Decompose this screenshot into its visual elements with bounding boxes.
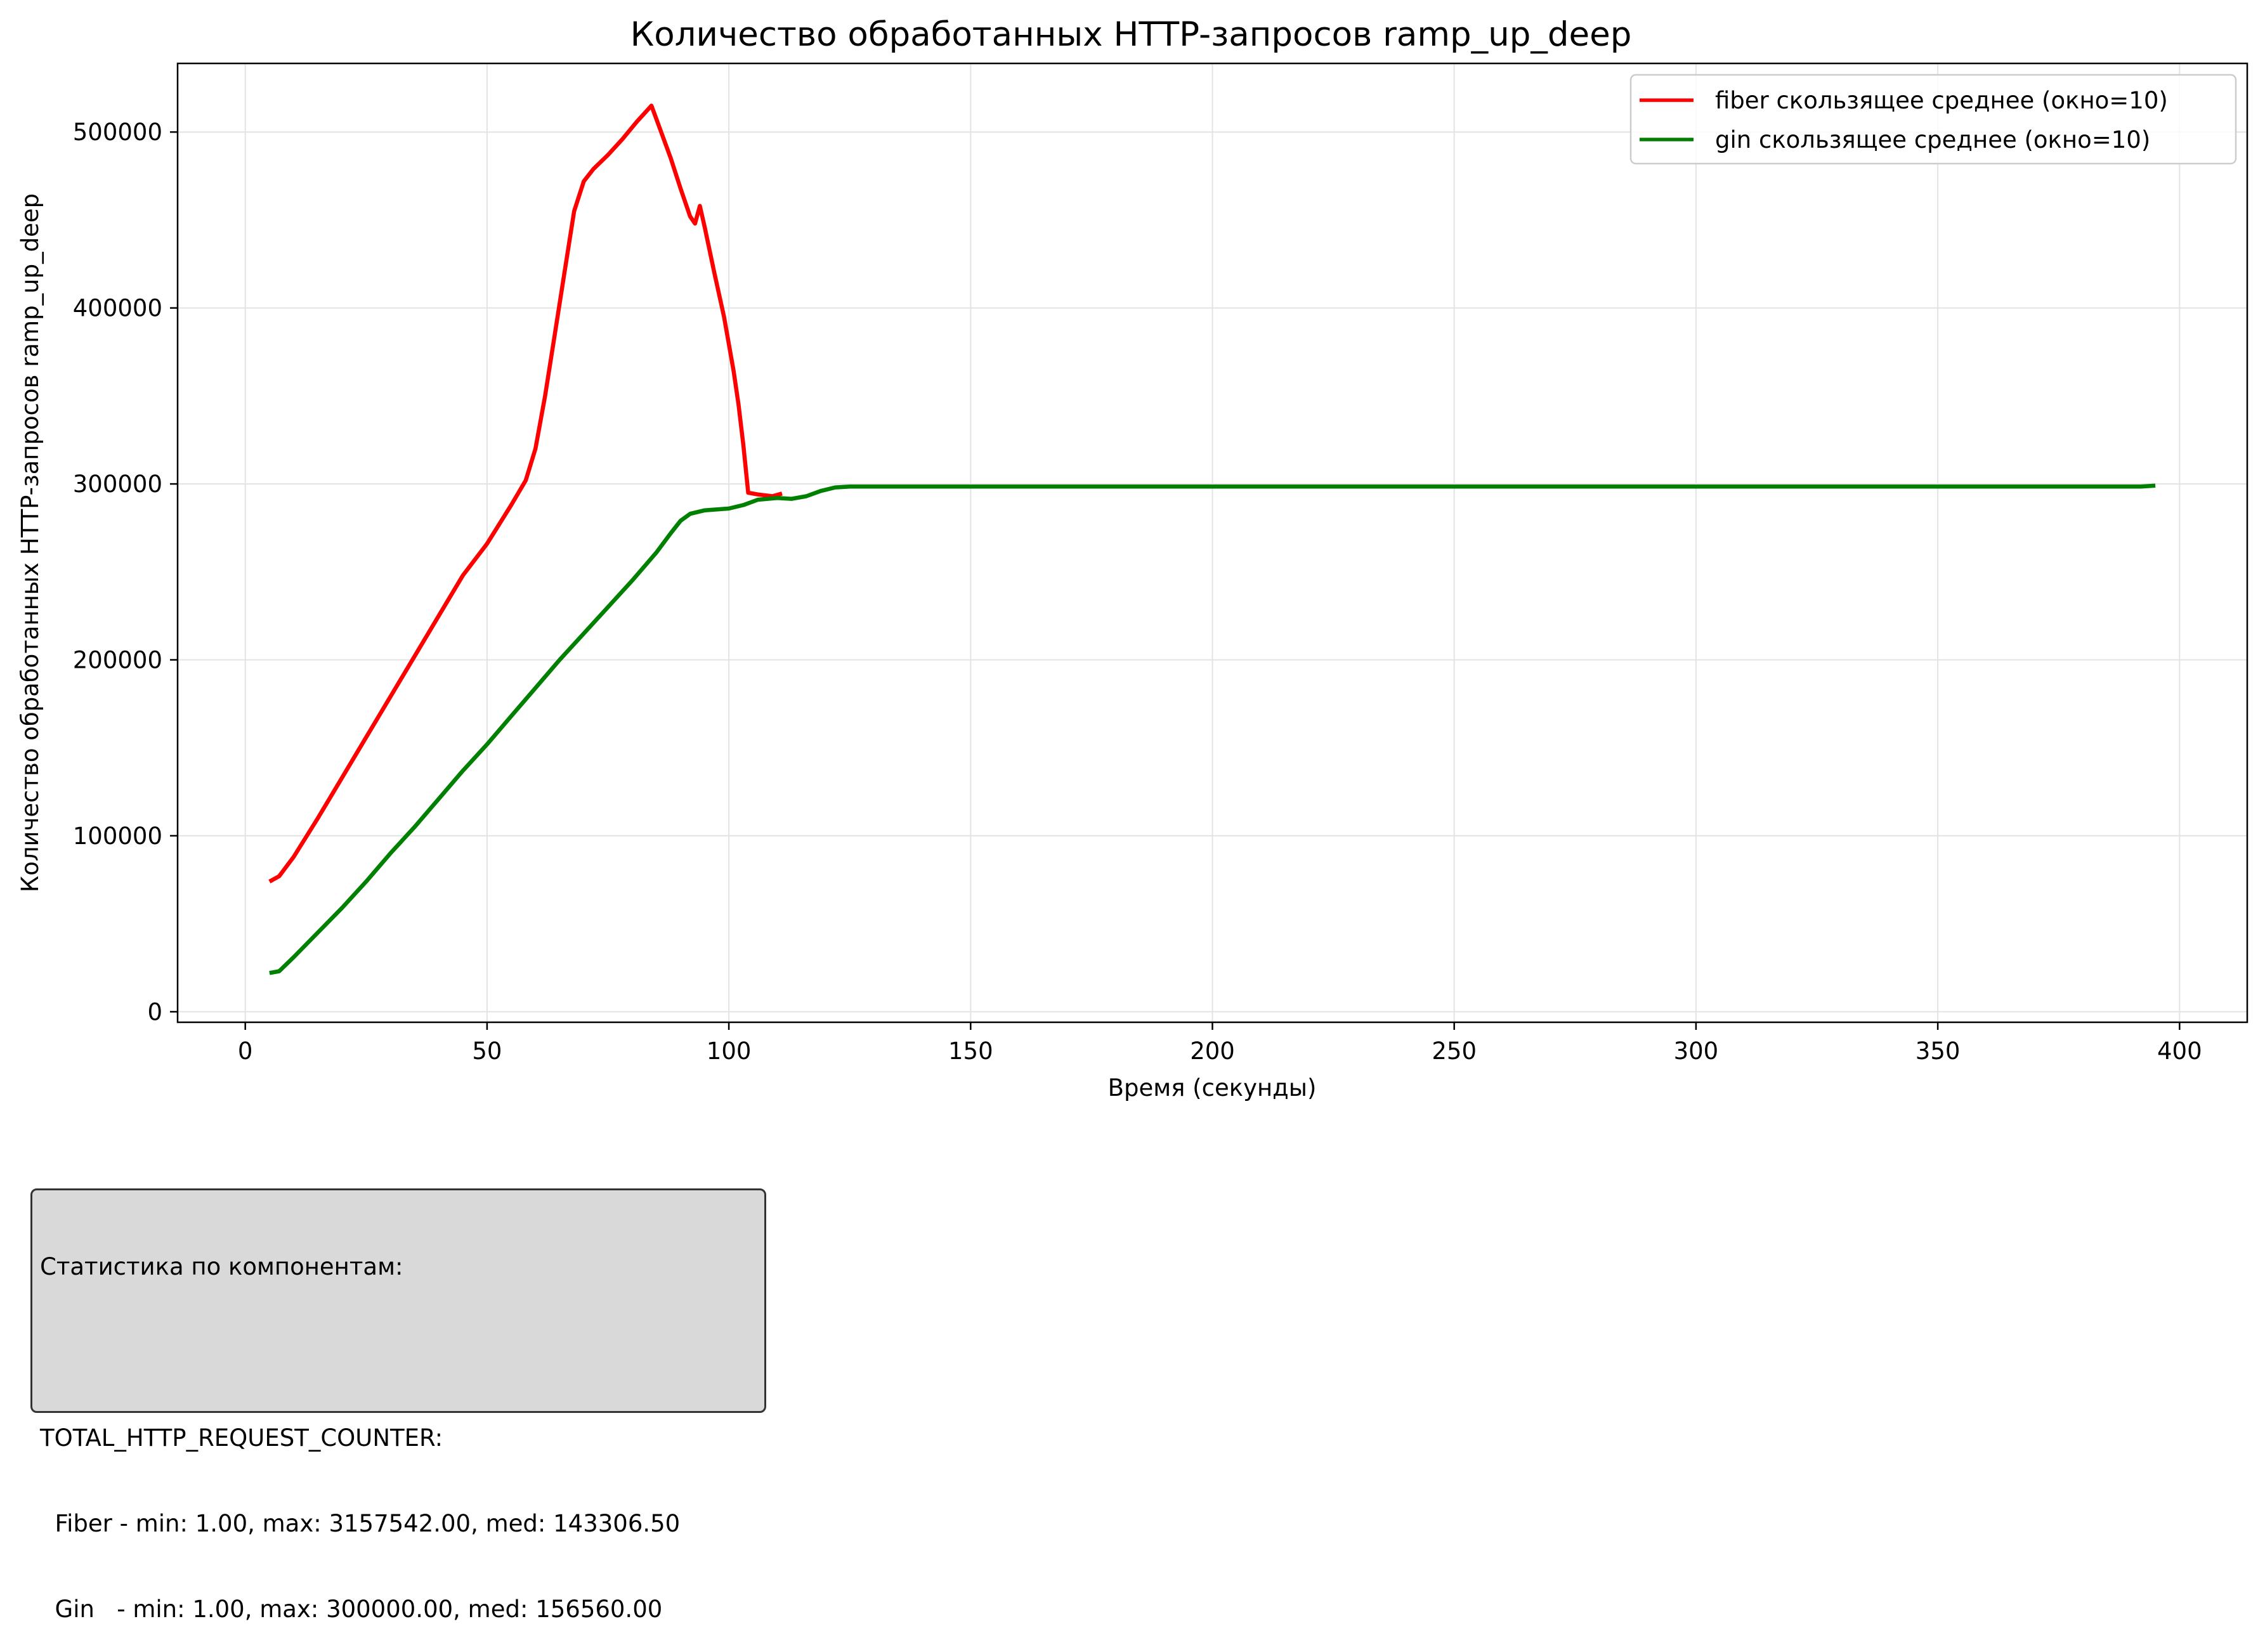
series-line-gin xyxy=(269,483,2156,975)
x-tick-label: 250 xyxy=(1432,1037,1477,1065)
stats-metric-name: TOTAL_HTTP_REQUEST_COUNTER: xyxy=(40,1424,443,1452)
x-tick-label: 350 xyxy=(1916,1037,1961,1065)
x-axis-label: Время (секунды) xyxy=(1108,1074,1317,1102)
chart: Количество обработанных HTTP-запросов ra… xyxy=(16,15,2249,1102)
x-tick-label: 100 xyxy=(707,1037,752,1065)
legend-label-fiber: fiber скользящее среднее (окно=10) xyxy=(1715,87,2168,114)
y-tick-label: 500000 xyxy=(73,119,162,146)
x-tick-label: 300 xyxy=(1674,1037,1719,1065)
legend-label-gin: gin скользящее среднее (окно=10) xyxy=(1715,126,2150,153)
stats-blank-line xyxy=(40,1338,757,1367)
chart-title: Количество обработанных HTTP-запросов ra… xyxy=(630,15,1632,54)
x-tick-label: 50 xyxy=(472,1037,502,1065)
ticks-group: 0 50 100 150 200 250 300 350 400 0 100000 200000 300… xyxy=(73,119,2202,1065)
x-tick-label: 0 xyxy=(238,1037,253,1065)
stats-gin-line: Gin - min: 1.00, max: 300000.00, med: 15… xyxy=(40,1596,663,1623)
y-tick-label: 100000 xyxy=(73,823,162,850)
y-axis-label: Количество обработанных HTTP-запросов ra… xyxy=(16,193,44,892)
series-group xyxy=(268,103,2156,975)
legend: fiber скользящее среднее (окно=10) gin с… xyxy=(1629,74,2237,165)
y-tick-label: 400000 xyxy=(73,295,162,322)
y-tick-label: 200000 xyxy=(73,647,162,674)
x-tick-label: 400 xyxy=(2157,1037,2202,1065)
series-line-fiber xyxy=(268,103,783,883)
y-tick-label: 0 xyxy=(147,998,162,1025)
y-tick-label: 300000 xyxy=(73,471,162,498)
stats-heading: Статистика по компонентам: xyxy=(40,1253,403,1280)
x-tick-label: 200 xyxy=(1190,1037,1235,1065)
x-tick-label: 150 xyxy=(948,1037,993,1065)
grid xyxy=(178,63,2247,1022)
stats-fiber-line: Fiber - min: 1.00, max: 3157542.00, med:… xyxy=(40,1510,681,1537)
stats-box: Статистика по компонентам: TOTAL_HTTP_RE… xyxy=(30,1188,766,1623)
legend-box xyxy=(1629,74,2237,165)
